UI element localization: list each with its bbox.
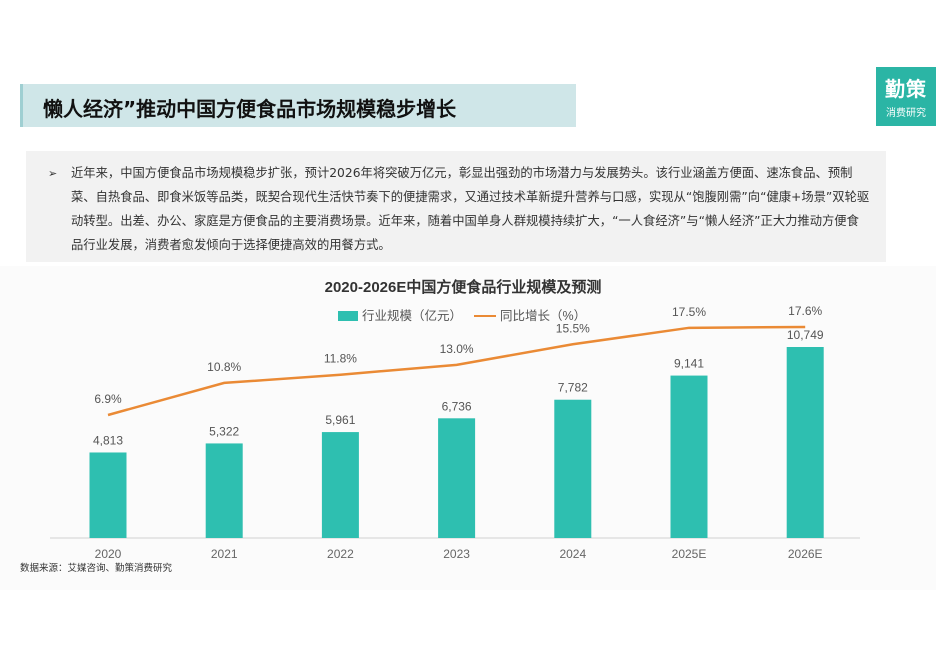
- x-tick-label: 2021: [211, 547, 238, 561]
- bullet-arrow-icon: ➢: [48, 167, 58, 180]
- bar-value-label: 5,961: [325, 413, 355, 427]
- bar-value-label: 9,141: [674, 357, 704, 371]
- bar-value-label: 5,322: [209, 424, 239, 438]
- growth-value-label: 17.5%: [672, 305, 706, 319]
- x-tick-label: 2020: [95, 547, 122, 561]
- growth-value-label: 15.5%: [556, 321, 590, 335]
- x-tick-label: 2023: [443, 547, 470, 561]
- legend-bar-label: 行业规模（亿元）: [362, 308, 462, 323]
- chart-area: 2020-2026E中国方便食品行业规模及预测行业规模（亿元） 同比增长（%） 4,…: [0, 266, 936, 590]
- growth-value-label: 17.6%: [788, 304, 822, 318]
- bar-2025E: [670, 375, 708, 538]
- data-source: 数据来源：艾媒咨询、勤策消费研究: [20, 563, 173, 574]
- bar-2023: [438, 418, 476, 538]
- chart-title: 2020-2026E中国方便食品行业规模及预测: [325, 278, 602, 296]
- x-tick-label: 2024: [559, 547, 586, 561]
- bar-value-label: 7,782: [558, 381, 588, 395]
- bar-2022: [321, 432, 359, 538]
- growth-value-label: 6.9%: [94, 392, 122, 406]
- legend-bar-swatch: [338, 311, 358, 321]
- x-tick-label: 2025E: [672, 547, 707, 561]
- summary-text: 近年来，中国方便食品市场规模稳步扩张，预计2026年将突破万亿元，彰显出强劲的市…: [71, 166, 870, 252]
- bar-value-label: 4,813: [93, 433, 123, 447]
- summary-box: ➢ 近年来，中国方便食品市场规模稳步扩张，预计2026年将突破万亿元，彰显出强劲…: [26, 151, 886, 262]
- legend-line-label: 同比增长（%）: [500, 308, 586, 323]
- page-title: 懒人经济”推动中国方便食品市场规模稳步增长: [43, 97, 457, 121]
- page-title-bar: 懒人经济”推动中国方便食品市场规模稳步增长: [20, 84, 576, 127]
- brand-name: 勤策: [885, 77, 927, 101]
- bar-2020: [89, 452, 127, 538]
- brand-subtitle: 消费研究: [886, 108, 926, 119]
- bar-value-label: 6,736: [442, 399, 472, 413]
- growth-value-label: 13.0%: [440, 342, 474, 356]
- growth-value-label: 11.8%: [324, 352, 357, 366]
- growth-line: [107, 325, 806, 417]
- brand-logo: 勤策 消费研究: [876, 67, 936, 126]
- bar-2024: [554, 399, 592, 538]
- x-tick-label: 2026E: [788, 547, 823, 561]
- bar-2026E: [786, 347, 824, 538]
- bar-value-label: 10,749: [787, 328, 824, 342]
- x-tick-label: 2022: [327, 547, 354, 561]
- growth-value-label: 10.8%: [207, 360, 241, 374]
- bar-2021: [205, 443, 243, 538]
